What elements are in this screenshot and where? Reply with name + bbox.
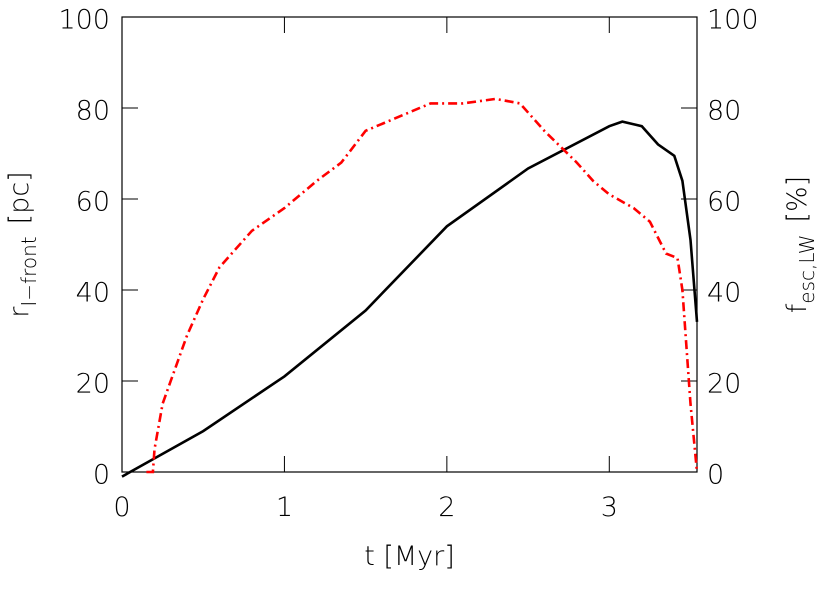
y-tick-label: 100 xyxy=(58,5,110,36)
x-tick-label: 2 xyxy=(438,492,455,523)
y2-axis-label-unit: [%] xyxy=(782,176,813,223)
y-tick-label: 40 xyxy=(76,278,110,309)
y-axis-label-main: r xyxy=(4,306,35,318)
data-line xyxy=(121,120,699,478)
y-tick-label: 60 xyxy=(76,187,110,218)
x-tick-label: 0 xyxy=(113,492,130,523)
y2-axis-label: fesc,LW [%] xyxy=(782,176,819,313)
y2-tick-label: 60 xyxy=(707,187,741,218)
y-axis-label: rI−front [pc] xyxy=(4,171,41,317)
y2-axis-label-sub: esc,LW xyxy=(795,235,819,304)
y-tick-label: 80 xyxy=(76,96,110,127)
y2-tick-label: 0 xyxy=(707,460,724,491)
y-axis-label-sub: I−front xyxy=(17,236,41,306)
y2-tick-label: 100 xyxy=(707,5,759,36)
data-line xyxy=(146,97,699,474)
y2-tick-label: 20 xyxy=(707,369,741,400)
x-axis-label: t [Myr] xyxy=(364,541,455,572)
y2-tick-label: 80 xyxy=(707,96,741,127)
plot-frame xyxy=(121,16,698,473)
y-tick-label: 0 xyxy=(93,460,110,491)
x-tick-label: 1 xyxy=(276,492,293,523)
y2-axis-label-main: f xyxy=(782,303,813,313)
y-axis-label-unit: [pc] xyxy=(4,171,35,224)
x-tick-label: 3 xyxy=(601,492,618,523)
y-tick-label: 20 xyxy=(76,369,110,400)
y2-tick-label: 40 xyxy=(707,278,741,309)
